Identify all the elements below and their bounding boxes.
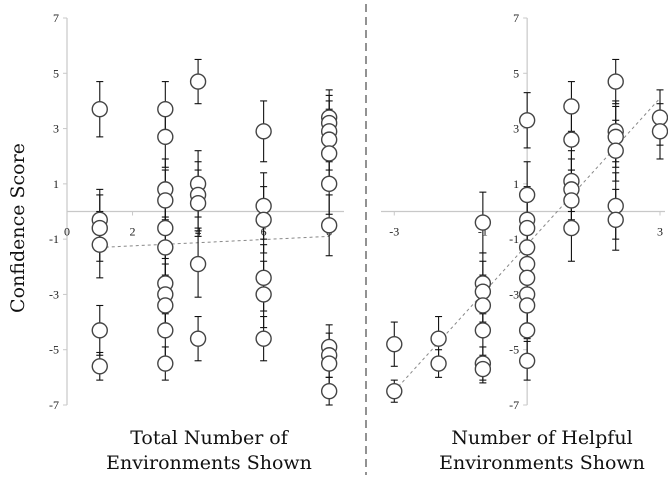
- data-point: [474, 214, 492, 231]
- data-point: [255, 286, 272, 303]
- x-axis-label: Environments Shown: [439, 452, 645, 474]
- x-axis-label: Environments Shown: [106, 452, 312, 474]
- data-point: [189, 330, 207, 347]
- y-tick-label: 3: [53, 122, 59, 136]
- data-point: [651, 123, 668, 140]
- data-point: [320, 382, 338, 400]
- data-point: [651, 109, 668, 126]
- y-axis-label: Confidence Score: [7, 143, 29, 313]
- data-point: [320, 355, 338, 372]
- data-point: [157, 219, 174, 237]
- data-point: [518, 112, 536, 129]
- data-point: [91, 322, 108, 339]
- data-point: [474, 283, 492, 300]
- data-point: [189, 255, 207, 273]
- data-point: [518, 297, 536, 314]
- data-point: [157, 322, 174, 339]
- x-tick-label: -3: [389, 225, 399, 239]
- y-tick-label: -1: [49, 232, 59, 246]
- y-tick-label: -5: [509, 343, 519, 357]
- y-tick-label: -5: [49, 343, 59, 357]
- data-point: [607, 128, 624, 146]
- data-point: [91, 101, 108, 118]
- data-point: [474, 322, 492, 339]
- y-tick-label: 3: [513, 122, 519, 136]
- data-point: [91, 219, 108, 237]
- data-point: [386, 335, 403, 353]
- data-point: [563, 98, 580, 115]
- y-tick-label: -3: [509, 287, 519, 301]
- data-point: [255, 197, 272, 215]
- y-tick-label: 7: [53, 11, 59, 25]
- data-point: [91, 358, 108, 375]
- data-point: [518, 322, 536, 339]
- data-point: [157, 128, 174, 146]
- data-point: [518, 269, 536, 287]
- y-tick-label: -1: [509, 232, 519, 246]
- trendline: [99, 235, 330, 248]
- data-point: [474, 360, 492, 378]
- x-tick-label: 2: [130, 225, 136, 239]
- x-axis-label: Total Number of: [130, 427, 290, 449]
- y-tick-label: 1: [53, 177, 59, 191]
- data-point: [255, 330, 272, 347]
- data-point: [320, 175, 338, 193]
- data-point: [607, 142, 624, 159]
- data-point: [320, 145, 338, 162]
- data-point: [607, 73, 624, 90]
- x-tick-label: 3: [657, 225, 663, 239]
- y-tick-label: -7: [49, 398, 59, 412]
- data-point: [386, 382, 403, 400]
- x-axis-label: Number of Helpful: [451, 427, 632, 449]
- data-point: [189, 73, 207, 90]
- data-point: [255, 211, 272, 228]
- data-point: [157, 239, 174, 256]
- y-tick-label: -3: [49, 287, 59, 301]
- data-point: [157, 192, 174, 209]
- data-point: [157, 355, 174, 372]
- data-point: [563, 131, 580, 148]
- data-point: [430, 330, 447, 347]
- y-tick-label: 1: [513, 177, 519, 191]
- data-point: [518, 255, 536, 273]
- data-point: [157, 101, 174, 118]
- data-point: [320, 131, 338, 148]
- data-point: [518, 239, 536, 256]
- data-point: [157, 297, 174, 314]
- data-point: [320, 217, 338, 234]
- y-tick-label: -7: [509, 398, 519, 412]
- y-tick-label: 5: [513, 66, 519, 80]
- x-tick-label: 0: [64, 225, 70, 239]
- data-point: [255, 123, 272, 140]
- data-point: [91, 236, 108, 253]
- data-point: [607, 211, 624, 228]
- data-point: [518, 219, 536, 237]
- data-point: [607, 197, 624, 215]
- data-point: [563, 192, 580, 209]
- data-point: [518, 186, 536, 204]
- data-point: [430, 355, 447, 372]
- data-point: [189, 195, 207, 212]
- data-point: [255, 269, 272, 287]
- data-point: [474, 297, 492, 314]
- data-point: [518, 352, 536, 369]
- data-point: [563, 219, 580, 237]
- y-tick-label: 5: [53, 66, 59, 80]
- y-tick-label: 7: [513, 11, 519, 25]
